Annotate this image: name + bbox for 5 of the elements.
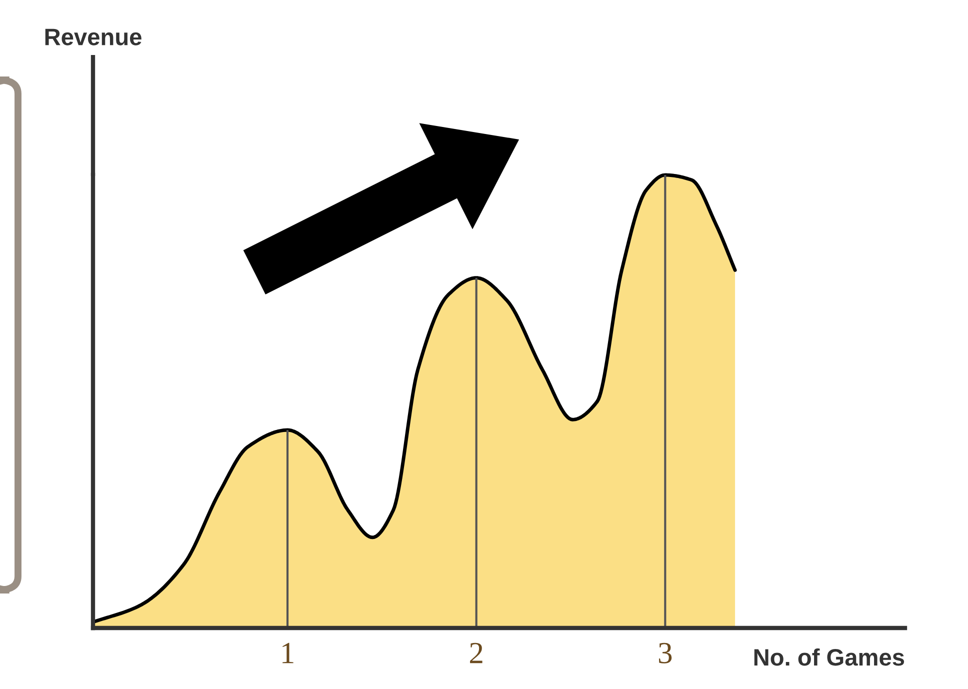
x-tick-label: 2 bbox=[470, 642, 482, 664]
x-axis-title: No. of Games bbox=[754, 648, 904, 666]
x-tick-label: 3 bbox=[659, 642, 672, 664]
text: Revenue bbox=[45, 28, 142, 46]
x-tick-label: 1 bbox=[282, 642, 294, 664]
